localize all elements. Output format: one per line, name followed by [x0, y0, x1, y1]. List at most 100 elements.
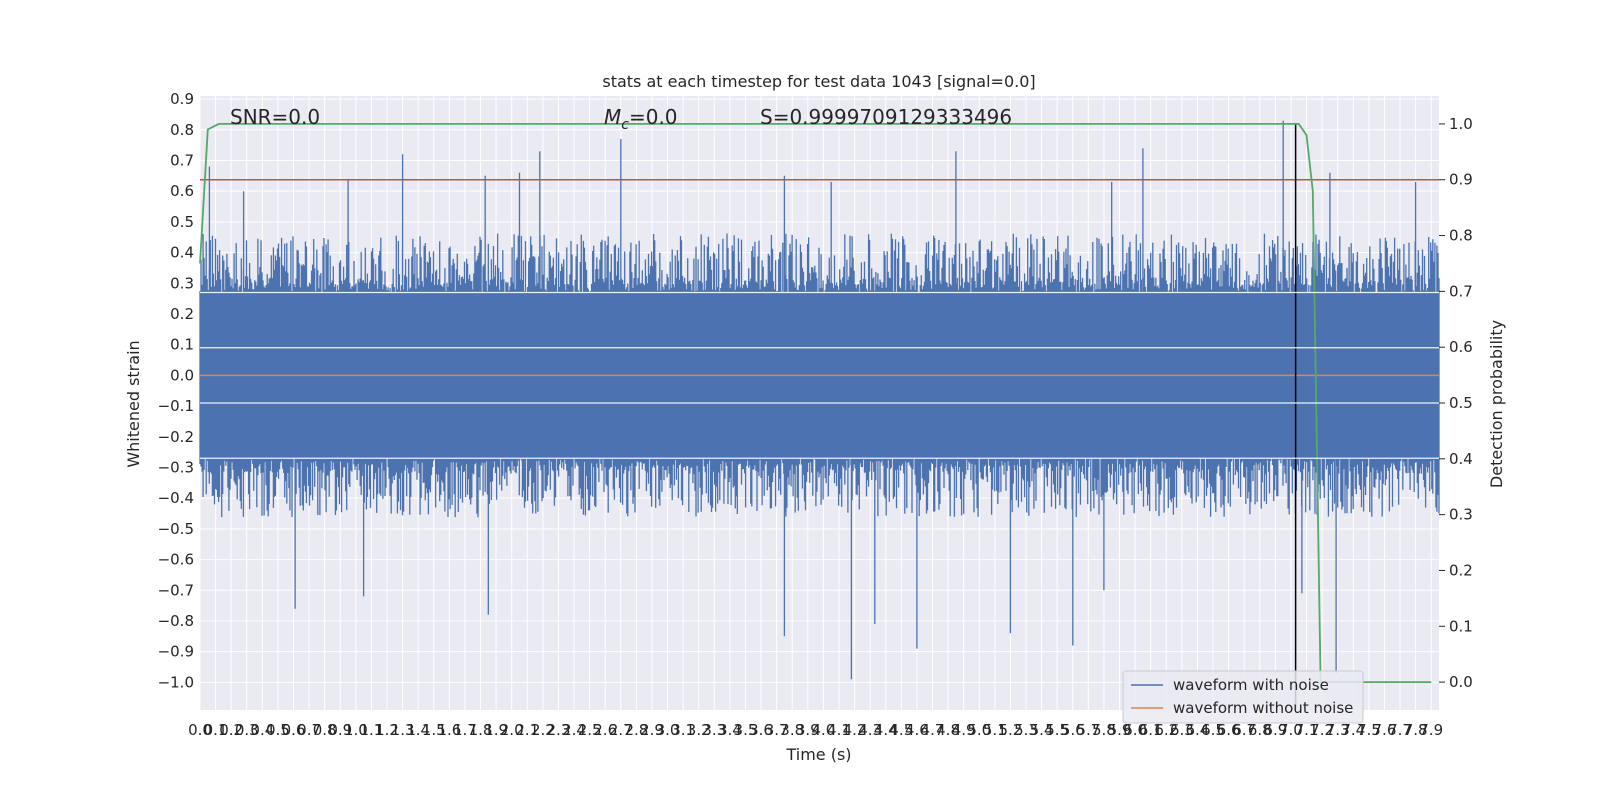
x-tick-label-41: 4.1 [827, 721, 851, 739]
x-tick-label-33: 3.3 [702, 721, 726, 739]
x-tick-label-68: 6.8 [1248, 721, 1272, 739]
x-tick-label-7: 0.7 [297, 721, 321, 739]
x-tick-label-29: 2.9 [640, 721, 664, 739]
y-tick-label-2: 0.7 [170, 151, 194, 169]
x-tick-label-44: 4.4 [874, 721, 898, 739]
y-axis-label: Whitened strain [124, 340, 143, 467]
x-tick-label-20: 2.0 [500, 721, 524, 739]
x-tick-label-40: 4.0 [811, 721, 835, 739]
x-tick-label-27: 2.7 [609, 721, 633, 739]
legend-box [1122, 670, 1364, 724]
x-tick-label-56: 5.6 [1061, 721, 1085, 739]
annotation-mc: Mc=0.0 [604, 105, 678, 133]
x-tick-label-73: 7.3 [1326, 721, 1350, 739]
x-tick-label-36: 3.6 [749, 721, 773, 739]
y2-tick-label-2: 0.2 [1449, 561, 1473, 579]
y-tick-label-19: −1.0 [158, 673, 194, 691]
x-tick-label-6: 0.6 [282, 721, 306, 739]
x-tick-label-52: 5.2 [998, 721, 1022, 739]
x-tick-label-76: 7.6 [1373, 721, 1397, 739]
x-tick-label-42: 4.2 [843, 721, 867, 739]
y-tick-label-16: −0.7 [158, 581, 194, 599]
x-tick-label-3: 0.3 [235, 721, 259, 739]
series-detection-probability [199, 123, 1432, 683]
x-tick-label-22: 2.2 [531, 721, 555, 739]
x-tick-label-69: 6.9 [1263, 721, 1287, 739]
x-tick-label-79: 7.9 [1419, 721, 1443, 739]
x-tick-label-12: 1.2 [375, 721, 399, 739]
x-axis-label: Time (s) [785, 745, 851, 764]
grid-overlay [200, 291, 1439, 459]
y-tick-label-18: −0.9 [158, 643, 194, 661]
series-lines [199, 123, 1439, 710]
x-tick-label-57: 5.7 [1076, 721, 1100, 739]
x-tick-label-2: 0.2 [219, 721, 243, 739]
y-tick-label-10: −0.1 [158, 397, 194, 415]
x-tick-label-39: 3.9 [796, 721, 820, 739]
annotation-mc-value: =0.0 [629, 105, 678, 129]
y2-tick-label-3: 0.3 [1449, 506, 1473, 524]
x-tick-label-70: 7.0 [1279, 721, 1303, 739]
annotation-s: S=0.9999709129333496 [760, 105, 1012, 129]
y2-tick-label-5: 0.5 [1449, 394, 1473, 412]
y-tick-label-9: 0.0 [170, 366, 194, 384]
x-tick-label-45: 4.5 [889, 721, 913, 739]
y-tick-label-13: −0.4 [158, 489, 194, 507]
y-tick-label-0: 0.9 [170, 90, 194, 108]
x-tick-label-50: 5.0 [967, 721, 991, 739]
x-tick-label-65: 6.5 [1201, 721, 1225, 739]
y2-tick-label-10: 1.0 [1449, 115, 1473, 133]
y-tick-label-14: −0.5 [158, 520, 194, 538]
x-tick-label-77: 7.7 [1388, 721, 1412, 739]
x-tick-label-74: 7.4 [1341, 721, 1365, 739]
legend: waveform with noise waveform without noi… [1122, 670, 1364, 724]
noise-trace [199, 120, 1440, 680]
x-tick-label-4: 0.4 [250, 721, 274, 739]
annotation-mc-symbol: M [604, 105, 621, 129]
x-tick-label-48: 4.8 [936, 721, 960, 739]
chart-title: stats at each timestep for test data 104… [602, 72, 1035, 91]
x-tick-label-1: 0.1 [204, 721, 228, 739]
y-tick-label-6: 0.3 [170, 274, 194, 292]
x-tick-label-78: 7.8 [1404, 721, 1428, 739]
y2-axis-label: Detection probability [1487, 320, 1506, 488]
y-tick-label-1: 0.8 [170, 121, 194, 139]
x-tick-label-58: 5.8 [1092, 721, 1116, 739]
x-tick-label-53: 5.3 [1014, 721, 1038, 739]
x-tick-label-8: 0.8 [313, 721, 337, 739]
x-tick-label-51: 5.1 [983, 721, 1007, 739]
y-tick-label-5: 0.4 [170, 244, 194, 262]
y2-tick-label-0: 0.0 [1449, 673, 1473, 691]
x-tick-label-49: 4.9 [952, 721, 976, 739]
x-tick-label-18: 1.8 [469, 721, 493, 739]
x-tick-label-60: 6.0 [1123, 721, 1147, 739]
y2-tick-label-4: 0.4 [1449, 450, 1473, 468]
legend-label-noise: waveform with noise [1173, 676, 1329, 694]
x-tick-label-37: 3.7 [765, 721, 789, 739]
x-tick-label-71: 7.1 [1295, 721, 1319, 739]
x-tick-label-63: 6.3 [1170, 721, 1194, 739]
x-tick-label-75: 7.5 [1357, 721, 1381, 739]
x-tick-label-0: 0.0 [188, 721, 212, 739]
x-tick-label-47: 4.7 [921, 721, 945, 739]
annotation-mc-sub: c [621, 117, 629, 133]
x-tick-label-31: 3.1 [671, 721, 695, 739]
x-tick-label-24: 2.4 [562, 721, 586, 739]
x-tick-label-30: 3.0 [656, 721, 680, 739]
y2-tick-label-6: 0.6 [1449, 338, 1473, 356]
x-tick-label-38: 3.8 [780, 721, 804, 739]
x-tick-label-10: 1.0 [344, 721, 368, 739]
y2-tick-label-1: 0.1 [1449, 617, 1473, 635]
x-tick-label-26: 2.6 [593, 721, 617, 739]
x-tick-label-21: 2.1 [515, 721, 539, 739]
x-tick-label-46: 4.6 [905, 721, 929, 739]
y-axis-right-ticks: 0.0 0.1 0.2 0.3 0.4 0.5 0.6 0.7 0.8 0.9 1.0 [1439, 115, 1473, 691]
y2-tick-label-8: 0.8 [1449, 227, 1473, 245]
x-tick-label-59: 5.9 [1108, 721, 1132, 739]
x-tick-label-14: 1.4 [406, 721, 430, 739]
x-tick-label-64: 6.4 [1186, 721, 1210, 739]
x-tick-label-28: 2.8 [624, 721, 648, 739]
x-tick-label-34: 3.4 [718, 721, 742, 739]
x-tick-label-23: 2.3 [547, 721, 571, 739]
